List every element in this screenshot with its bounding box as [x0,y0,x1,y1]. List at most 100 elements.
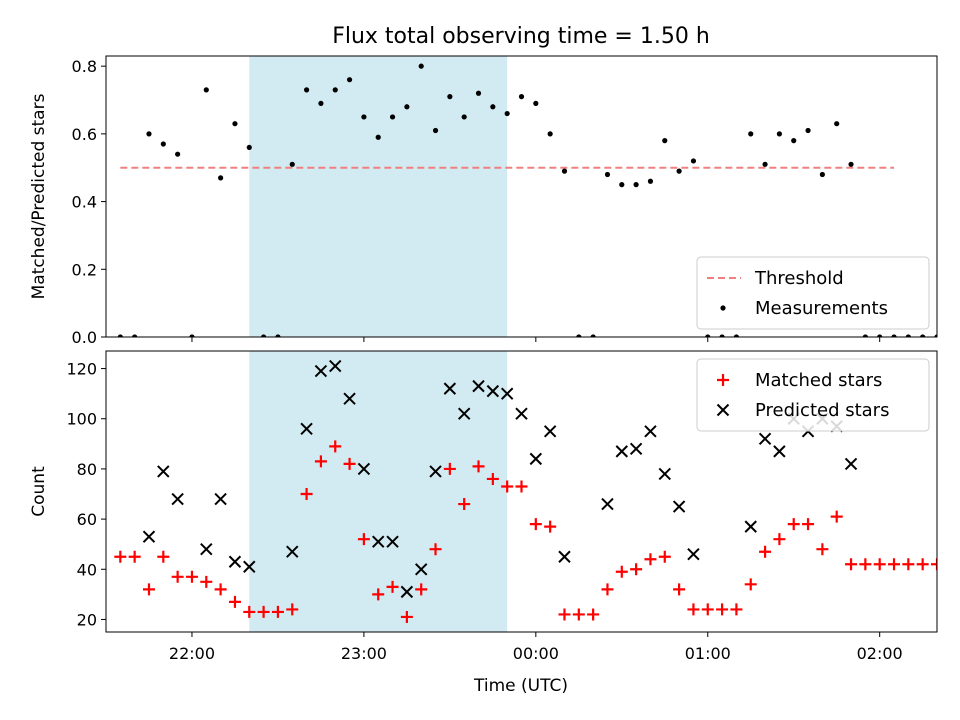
matched-star-point [587,608,600,621]
matched-star-point [357,533,370,546]
highlight-span [249,56,508,337]
matched-star-point [185,570,198,583]
predicted-star-point [773,445,786,458]
x-tick-label: 02:00 [857,644,903,663]
predicted-star-point [486,384,500,398]
matched-star-point [816,543,829,556]
y-tick-label: 0.6 [72,125,97,144]
matched-star-point [529,518,542,531]
matched-star-point [372,588,385,601]
matched-star-point [415,583,428,596]
measurement-point [332,87,338,93]
measurement-point [619,182,625,188]
predicted-star-point [529,452,543,466]
matched-star-point [200,575,213,588]
matched-star-point [472,460,485,473]
ratio-y-ticks: 0.0 0.2 0.4 0.6 0.8 [72,57,106,347]
measurement-point [404,104,410,110]
matched-star-point [787,518,800,531]
measurement-point [719,334,725,337]
matched-star-point [615,565,628,578]
count-y-ticks: 20 40 60 80 100 120 [66,360,106,629]
predicted-star-point [329,359,342,373]
measurement-point [246,144,252,151]
highlight-band [249,351,508,632]
predicted-star-point [687,548,700,561]
predicted-star-point [357,462,371,476]
measurement-point [848,161,854,167]
predicted-star-point [400,585,414,599]
predicted-star-point [644,425,657,438]
measurement-point [203,87,209,93]
matched-star-point [644,553,657,566]
matched-star-point [343,457,356,470]
ratio-x-ticks [191,337,881,342]
matched-star-point [114,550,127,563]
count-legend: Matched stars Predicted stars [696,358,930,432]
matched-star-point [314,455,327,468]
highlight-band [249,56,508,337]
matched-star-point [386,580,399,593]
matched-star-point [759,545,772,558]
y-tick-label: 100 [66,410,97,429]
measurement-point [834,121,840,127]
predicted-star-point [142,530,156,543]
ratio-axes-frame [105,55,938,338]
ratio-plot-area [117,63,937,337]
matched-star-point [286,603,299,616]
matched-star-point [329,440,342,453]
predicted-star-point [286,545,299,558]
predicted-star-point [343,392,356,405]
matched-star-point [830,510,843,523]
measurement-point [518,94,525,100]
predicted-star-point [672,500,686,513]
y-tick-label: 80 [77,460,97,479]
predicted-star-point [543,425,557,438]
measurement-point [791,138,797,144]
matched-star-point [429,543,442,556]
chart-title: Flux total observing time = 1.50 h [332,24,710,49]
predicted-star-point [214,492,227,506]
measurement-point [447,94,453,100]
legend-label: Matched stars [755,370,882,391]
plot-marks [117,63,937,337]
matched-star-point [687,603,700,616]
predicted-star-point [429,465,442,478]
predicted-star-point [386,535,399,548]
predicted-star-point [443,382,457,395]
matched-star-point [544,520,557,533]
measurement-point [590,334,596,337]
plot-marks [114,359,937,623]
matched-star-point [501,480,514,493]
measurement-point [705,334,711,337]
count-plot-area [114,359,937,623]
measurement-point [576,334,582,337]
matched-star-point [888,558,901,571]
measurement-point [318,100,324,106]
measurement-point [934,334,937,337]
matched-star-point [128,550,141,563]
matched-star-point [458,498,471,511]
predicted-star-point [744,520,757,533]
matched-star-point [630,563,643,576]
legend-label: Predicted stars [755,400,889,421]
measurement-point [175,151,181,157]
measurement-point [604,171,611,178]
matched-star-point [859,558,872,571]
legend-label: Threshold [754,268,844,289]
measurement-point [690,158,697,164]
measurement-point [490,104,496,110]
matched-star-point [916,558,929,571]
measurement-point [920,334,926,337]
predicted-star-point [601,497,614,511]
predicted-star-point [157,465,170,478]
predicted-star-point [414,563,428,576]
measurement-point [561,168,568,174]
matched-star-point [142,583,155,596]
measurement-point [748,131,754,137]
y-tick-label: 0.0 [72,328,97,347]
measurement-point [547,131,553,137]
measurement-point [776,131,782,137]
measurement-point [891,334,897,337]
measurement-point [633,182,639,188]
